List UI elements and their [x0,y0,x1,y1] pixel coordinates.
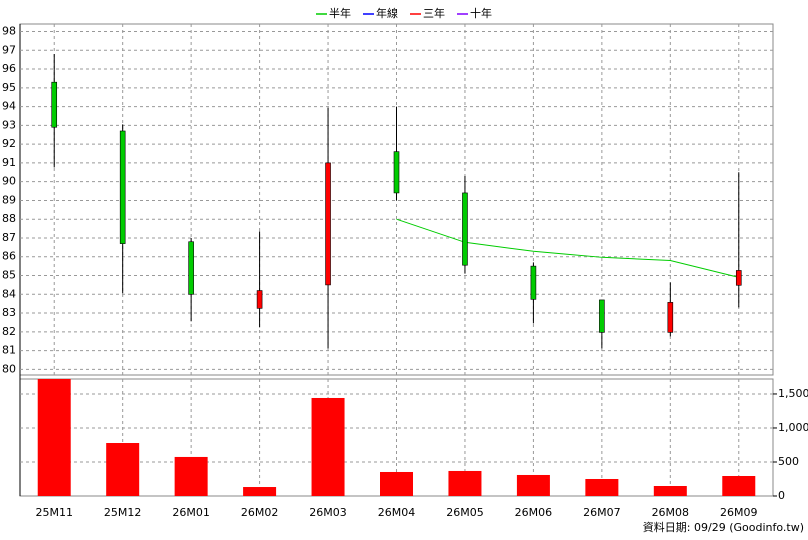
y-tick-label: 89 [2,193,16,206]
x-tick-label: 26M03 [309,506,347,519]
y-tick-label: 84 [2,287,16,300]
x-tick-label: 26M06 [515,506,553,519]
x-tick-label: 25M12 [104,506,142,519]
ma-line [396,218,739,278]
volume-bar [722,476,756,496]
candle-body [530,265,537,300]
y-tick-label: 88 [2,212,16,225]
y-tick-label: 81 [2,344,16,357]
y-tick-label: 94 [2,100,16,113]
y-tick-label: 96 [2,62,16,75]
candle-body [735,270,742,286]
volume-bar [311,397,345,496]
x-tick-label: 26M02 [241,506,279,519]
candle-body [188,241,194,295]
candle-body [119,130,126,244]
y-tick-label: 86 [2,250,16,263]
y-tick-label: 92 [2,137,16,150]
x-tick-label: 26M07 [583,506,621,519]
y-tick-label: 98 [2,25,16,38]
candle-body [325,162,331,286]
legend-label: 三年 [423,6,445,20]
volume-bar [174,456,208,496]
x-tick-label: 26M08 [652,506,690,519]
footer: 資料日期: 09/29 (Goodinfo.tw) [643,520,804,534]
y-tick-label: 93 [2,118,16,131]
y2-tick-label: 1,000 [778,421,808,434]
x-tick-label: 26M04 [378,506,416,519]
y-tick-label: 85 [2,269,16,282]
legend-label: 十年 [470,6,492,20]
y-tick-label: 83 [2,306,16,319]
volume-bar [516,474,550,496]
volume-bar [448,470,482,496]
legend-label: 年線 [376,6,398,20]
candle-body [393,151,400,194]
candle-body [599,299,605,333]
y-tick-label: 82 [2,325,16,338]
y2-tick-label: 1,500 [778,387,808,400]
candle-body [51,81,58,128]
legend-label: 半年 [329,6,351,20]
volume-bar [37,379,71,496]
volume-bar [380,471,413,496]
y-tick-label: 90 [2,175,16,188]
volume-bar [653,486,687,496]
volume-bar [585,478,619,496]
y-tick-label: 87 [2,231,16,244]
y-tick-label: 91 [2,156,16,169]
volume-bar [243,487,277,496]
candle-body [256,290,263,309]
y-tick-label: 80 [2,362,16,375]
x-tick-label: 26M01 [172,506,210,519]
x-tick-label: 26M05 [446,506,484,519]
y2-tick-label: 500 [778,455,799,468]
y2-tick-label: 0 [778,489,785,502]
candle-body [667,302,674,333]
x-tick-label: 25M11 [35,506,73,519]
y-tick-label: 97 [2,43,16,56]
candle-body [462,192,468,266]
volume-bar [106,443,140,496]
x-tick-label: 26M09 [720,506,758,519]
y-tick-label: 95 [2,81,16,94]
